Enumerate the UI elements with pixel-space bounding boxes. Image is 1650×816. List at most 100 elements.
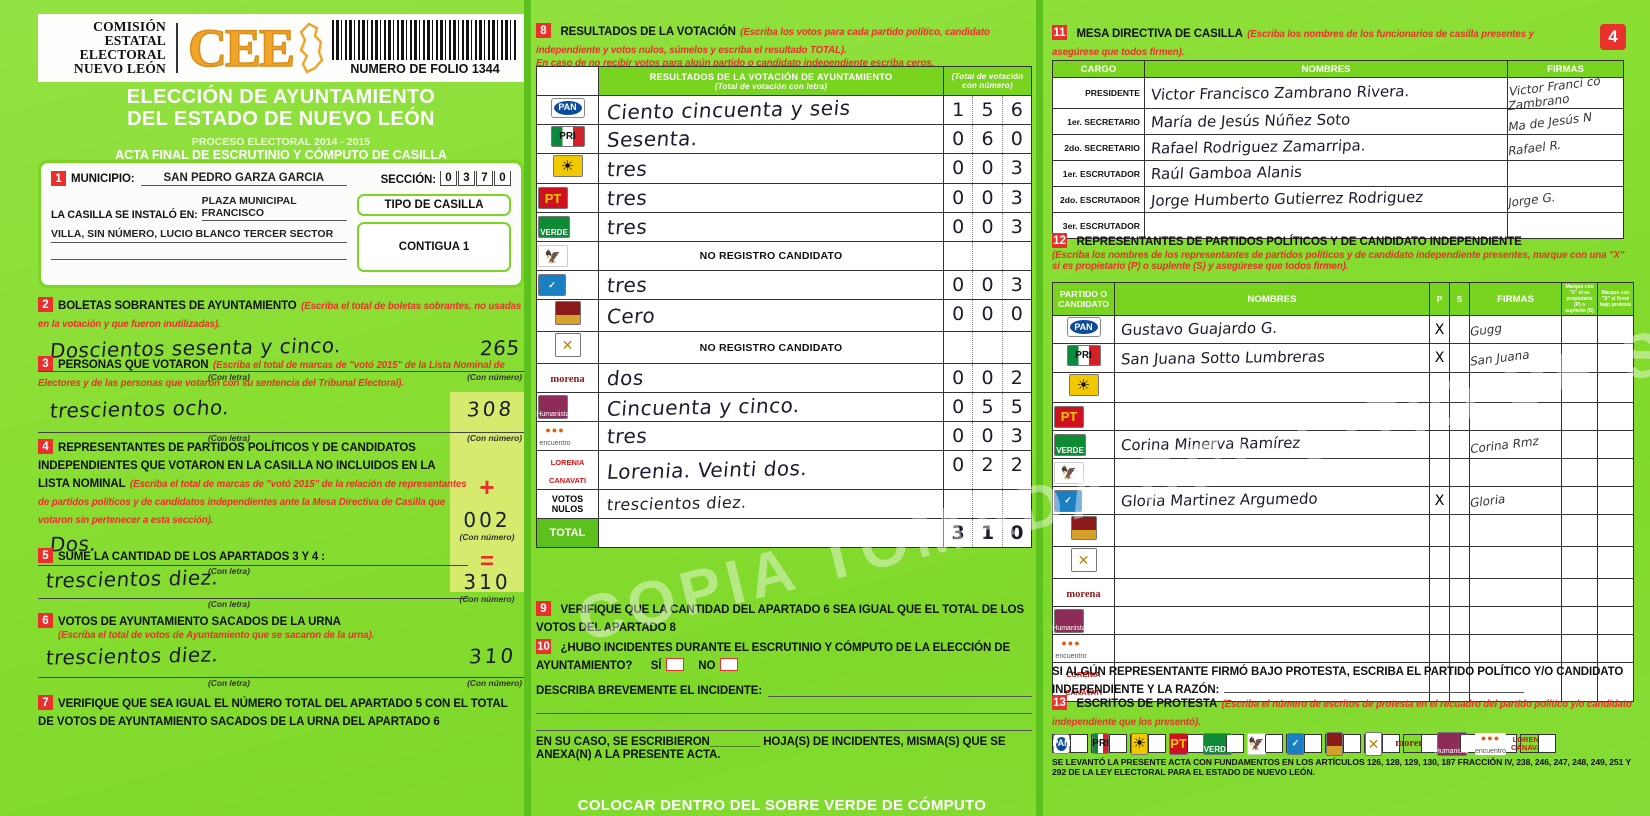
section-3-number-value[interactable]: 308	[465, 396, 516, 422]
reps-s-cell[interactable]	[1449, 402, 1470, 431]
reps-marque-protesta-cell[interactable]	[1597, 486, 1634, 515]
reps-marque-ps-cell[interactable]	[1561, 343, 1598, 373]
vote-written-cell[interactable]: Lorenia. Veinti dos.	[598, 450, 944, 490]
reps-marque-ps-cell[interactable]	[1561, 458, 1598, 487]
total-number-cell[interactable]: 3 1 0	[943, 518, 1032, 548]
protest-box-pan[interactable]	[1052, 733, 1088, 754]
reps-marque-protesta-cell[interactable]	[1597, 372, 1634, 403]
mesa-firma-cell[interactable]: Jorge G.	[1507, 186, 1624, 213]
reps-firma-cell[interactable]	[1469, 402, 1562, 431]
reps-s-cell[interactable]	[1449, 458, 1470, 487]
section-6-written-value[interactable]: trescientos diez.	[44, 642, 220, 670]
reps-marque-ps-cell[interactable]	[1561, 372, 1598, 403]
reps-firma-cell[interactable]	[1469, 662, 1562, 702]
si-checkbox[interactable]	[665, 658, 684, 672]
reps-p-cell[interactable]	[1429, 546, 1450, 579]
reps-nombre-cell[interactable]	[1114, 458, 1430, 487]
reps-p-cell[interactable]	[1429, 578, 1450, 607]
reps-firma-cell[interactable]	[1469, 546, 1562, 579]
reps-marque-ps-cell[interactable]	[1561, 662, 1598, 702]
reps-marque-ps-cell[interactable]	[1561, 578, 1598, 607]
protest-box-pd[interactable]	[1325, 731, 1361, 756]
protest-box-pri[interactable]	[1091, 733, 1127, 754]
reps-p-cell[interactable]	[1429, 402, 1450, 431]
protest-mc-input[interactable]	[1265, 735, 1282, 752]
reps-firma-cell[interactable]: Corina Rmz	[1469, 430, 1562, 459]
reps-marque-protesta-cell[interactable]	[1597, 634, 1634, 663]
reps-p-cell[interactable]	[1429, 430, 1450, 459]
mesa-nombre-cell[interactable]: Victor Francisco Zambrano Rivera.	[1144, 77, 1508, 109]
reps-nombre-cell[interactable]	[1114, 546, 1430, 579]
vote-written-cell[interactable]: tres	[598, 153, 944, 184]
no-checkbox[interactable]	[719, 658, 738, 672]
reps-marque-protesta-cell[interactable]	[1597, 514, 1634, 547]
mesa-firma-cell[interactable]: Ma de Jesús N	[1507, 108, 1624, 135]
reps-nombre-cell[interactable]	[1114, 372, 1430, 403]
reps-s-cell[interactable]	[1449, 578, 1470, 607]
reps-marque-ps-cell[interactable]	[1561, 315, 1598, 344]
reps-marque-protesta-cell[interactable]	[1597, 578, 1634, 607]
vote-written-cell[interactable]: Sesenta.	[598, 124, 944, 154]
vote-written-cell[interactable]: tres	[598, 270, 944, 300]
incidente-input-1[interactable]	[768, 684, 1032, 697]
reps-marque-ps-cell[interactable]	[1561, 486, 1598, 515]
reps-firma-cell[interactable]	[1469, 634, 1562, 663]
reps-nombre-cell[interactable]: Gloria Martinez Argumedo	[1114, 486, 1430, 515]
section-6-number-value[interactable]: 310	[467, 643, 518, 669]
reps-p-cell[interactable]	[1429, 514, 1450, 547]
vote-number-cell[interactable]	[943, 241, 1032, 271]
protest-pcl-input[interactable]	[1382, 735, 1399, 752]
mesa-nombre-cell[interactable]: Rafael Rodriguez Zamarripa.	[1144, 134, 1508, 161]
section-5-number-value[interactable]: 310	[463, 570, 511, 594]
votos-nulos-written-cell[interactable]: trescientos diez.	[598, 489, 944, 519]
mesa-nombre-cell[interactable]: Raúl Gamboa Alanis	[1144, 160, 1508, 187]
protest-pan-input[interactable]	[1070, 735, 1087, 752]
mesa-nombre-cell[interactable]: María de Jesús Núñez Soto	[1144, 108, 1508, 135]
reps-nombre-cell[interactable]: Corina Minerva Ramírez	[1114, 430, 1430, 459]
reps-s-cell[interactable]	[1449, 343, 1470, 373]
reps-firma-cell[interactable]	[1469, 578, 1562, 607]
incidente-input-2[interactable]	[536, 697, 1032, 714]
mesa-firma-cell[interactable]	[1507, 160, 1624, 187]
protest-box-enc[interactable]: encuentro	[1474, 732, 1517, 755]
reps-p-cell[interactable]: X	[1429, 486, 1450, 515]
protest-box-prd[interactable]	[1130, 732, 1166, 755]
protest-hum-input[interactable]	[1460, 735, 1477, 752]
reps-p-cell[interactable]: X	[1429, 343, 1450, 373]
incidente-input-3[interactable]	[536, 714, 1032, 731]
reps-marque-ps-cell[interactable]	[1561, 402, 1598, 431]
mesa-firma-cell[interactable]: Victor Franci co Zambrano	[1507, 74, 1624, 113]
section-4-number-value[interactable]: 002	[463, 508, 511, 532]
reps-marque-protesta-cell[interactable]	[1597, 606, 1634, 635]
reps-s-cell[interactable]	[1449, 486, 1470, 515]
protest-box-mc[interactable]: 🦅	[1247, 732, 1283, 755]
protest-pt-input[interactable]	[1187, 735, 1204, 752]
mesa-nombre-cell[interactable]	[1144, 212, 1508, 239]
vote-written-cell[interactable]: Cincuenta y cinco.	[598, 392, 944, 422]
reps-nombre-cell[interactable]	[1114, 578, 1430, 607]
reps-s-cell[interactable]	[1449, 372, 1470, 403]
vote-number-cell[interactable]	[943, 331, 1032, 364]
section-3-written-value[interactable]: trescientos ocho.	[48, 395, 231, 423]
reps-s-cell[interactable]	[1449, 514, 1470, 547]
reps-s-cell[interactable]	[1449, 430, 1470, 459]
section-5-written-value[interactable]: trescientos diez.	[44, 565, 220, 593]
vote-written-cell[interactable]: Ciento cincuenta y seis	[598, 95, 944, 125]
reps-p-cell[interactable]	[1429, 634, 1450, 663]
reps-nombre-cell[interactable]	[1114, 634, 1430, 663]
reps-nombre-cell[interactable]: Gustavo Guajardo G.	[1114, 315, 1430, 344]
casilla-address-line1[interactable]: PLAZA MUNICIPAL FRANCISCO	[201, 195, 348, 221]
protest-pd-input[interactable]	[1343, 735, 1360, 752]
reps-marque-protesta-cell[interactable]	[1597, 343, 1634, 373]
vote-written-cell[interactable]: dos	[598, 363, 944, 393]
municipio-value[interactable]: SAN PEDRO GARZA GARCIA	[140, 172, 348, 186]
protest-box-morena[interactable]: morena	[1395, 734, 1439, 753]
reps-p-cell[interactable]	[1429, 372, 1450, 403]
